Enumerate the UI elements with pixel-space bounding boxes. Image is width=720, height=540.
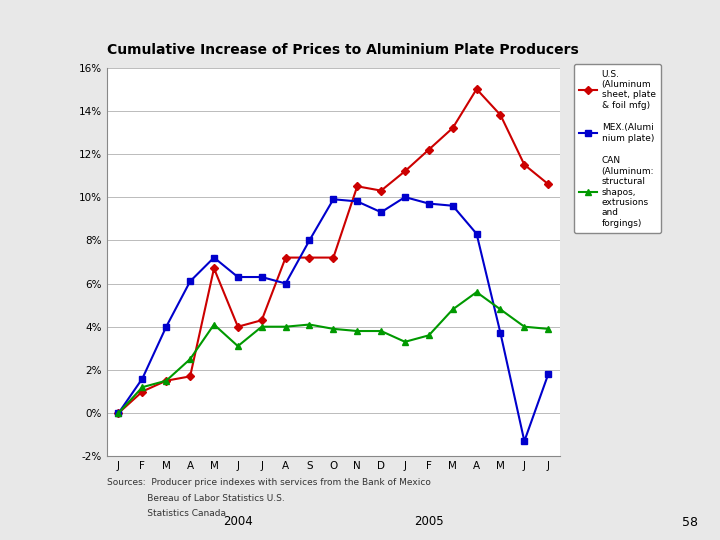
Line: MEX.(Alumi
nium plate): MEX.(Alumi nium plate)	[116, 194, 551, 444]
MEX.(Alumi
nium plate)	[186, 278, 194, 285]
U.S.
(Aluminum
sheet, plate
& foil mfg)	[377, 187, 385, 194]
MEX.(Alumi
nium plate)	[282, 280, 290, 287]
CAN
(Aluminum:
structural
shapos,
extrusions
and
forgings)	[425, 332, 433, 339]
MEX.(Alumi
nium plate)	[329, 196, 338, 202]
MEX.(Alumi
nium plate)	[520, 438, 528, 444]
U.S.
(Aluminum
sheet, plate
& foil mfg)	[258, 317, 266, 323]
MEX.(Alumi
nium plate)	[472, 231, 481, 237]
CAN
(Aluminum:
structural
shapos,
extrusions
and
forgings)	[472, 289, 481, 295]
CAN
(Aluminum:
structural
shapos,
extrusions
and
forgings)	[400, 339, 409, 345]
Line: CAN
(Aluminum:
structural
shapos,
extrusions
and
forgings): CAN (Aluminum: structural shapos, extrus…	[116, 289, 551, 416]
MEX.(Alumi
nium plate)	[449, 202, 457, 209]
U.S.
(Aluminum
sheet, plate
& foil mfg)	[544, 181, 552, 187]
U.S.
(Aluminum
sheet, plate
& foil mfg)	[449, 125, 457, 131]
CAN
(Aluminum:
structural
shapos,
extrusions
and
forgings)	[520, 323, 528, 330]
MEX.(Alumi
nium plate)	[138, 375, 147, 382]
CAN
(Aluminum:
structural
shapos,
extrusions
and
forgings)	[138, 384, 147, 390]
CAN
(Aluminum:
structural
shapos,
extrusions
and
forgings)	[162, 377, 171, 384]
U.S.
(Aluminum
sheet, plate
& foil mfg)	[329, 254, 338, 261]
U.S.
(Aluminum
sheet, plate
& foil mfg)	[233, 323, 242, 330]
Text: 2004: 2004	[223, 515, 253, 528]
CAN
(Aluminum:
structural
shapos,
extrusions
and
forgings)	[258, 323, 266, 330]
MEX.(Alumi
nium plate)	[377, 209, 385, 215]
U.S.
(Aluminum
sheet, plate
& foil mfg)	[138, 388, 147, 395]
MEX.(Alumi
nium plate)	[425, 200, 433, 207]
MEX.(Alumi
nium plate)	[258, 274, 266, 280]
U.S.
(Aluminum
sheet, plate
& foil mfg)	[210, 265, 218, 272]
CAN
(Aluminum:
structural
shapos,
extrusions
and
forgings)	[305, 321, 314, 328]
U.S.
(Aluminum
sheet, plate
& foil mfg)	[472, 86, 481, 92]
U.S.
(Aluminum
sheet, plate
& foil mfg)	[186, 373, 194, 380]
MEX.(Alumi
nium plate)	[353, 198, 361, 205]
CAN
(Aluminum:
structural
shapos,
extrusions
and
forgings)	[210, 321, 218, 328]
MEX.(Alumi
nium plate)	[496, 330, 505, 336]
U.S.
(Aluminum
sheet, plate
& foil mfg)	[353, 183, 361, 190]
CAN
(Aluminum:
structural
shapos,
extrusions
and
forgings)	[496, 306, 505, 313]
U.S.
(Aluminum
sheet, plate
& foil mfg)	[282, 254, 290, 261]
CAN
(Aluminum:
structural
shapos,
extrusions
and
forgings)	[329, 326, 338, 332]
U.S.
(Aluminum
sheet, plate
& foil mfg)	[305, 254, 314, 261]
MEX.(Alumi
nium plate)	[305, 237, 314, 244]
MEX.(Alumi
nium plate)	[210, 254, 218, 261]
Text: Sources:  Producer price indexes with services from the Bank of Mexico: Sources: Producer price indexes with ser…	[107, 478, 431, 487]
CAN
(Aluminum:
structural
shapos,
extrusions
and
forgings)	[186, 356, 194, 362]
CAN
(Aluminum:
structural
shapos,
extrusions
and
forgings)	[377, 328, 385, 334]
CAN
(Aluminum:
structural
shapos,
extrusions
and
forgings)	[449, 306, 457, 313]
MEX.(Alumi
nium plate)	[233, 274, 242, 280]
U.S.
(Aluminum
sheet, plate
& foil mfg)	[425, 146, 433, 153]
U.S.
(Aluminum
sheet, plate
& foil mfg)	[162, 377, 171, 384]
CAN
(Aluminum:
structural
shapos,
extrusions
and
forgings)	[114, 410, 123, 416]
Text: Bereau of Labor Statistics U.S.: Bereau of Labor Statistics U.S.	[107, 494, 284, 503]
CAN
(Aluminum:
structural
shapos,
extrusions
and
forgings)	[353, 328, 361, 334]
MEX.(Alumi
nium plate)	[400, 194, 409, 200]
Legend: U.S.
(Aluminum
sheet, plate
& foil mfg), MEX.(Alumi
nium plate), CAN
(Aluminum:
: U.S. (Aluminum sheet, plate & foil mfg),…	[574, 64, 661, 233]
MEX.(Alumi
nium plate)	[162, 323, 171, 330]
Text: Statistics Canada: Statistics Canada	[107, 509, 225, 518]
Text: 58: 58	[683, 516, 698, 529]
Text: Cumulative Increase of Prices to Aluminium Plate Producers: Cumulative Increase of Prices to Alumini…	[107, 43, 578, 57]
Text: 2005: 2005	[414, 515, 444, 528]
U.S.
(Aluminum
sheet, plate
& foil mfg)	[400, 168, 409, 174]
CAN
(Aluminum:
structural
shapos,
extrusions
and
forgings)	[282, 323, 290, 330]
CAN
(Aluminum:
structural
shapos,
extrusions
and
forgings)	[233, 343, 242, 349]
Line: U.S.
(Aluminum
sheet, plate
& foil mfg): U.S. (Aluminum sheet, plate & foil mfg)	[116, 86, 551, 416]
CAN
(Aluminum:
structural
shapos,
extrusions
and
forgings)	[544, 326, 552, 332]
U.S.
(Aluminum
sheet, plate
& foil mfg)	[114, 410, 123, 416]
U.S.
(Aluminum
sheet, plate
& foil mfg)	[496, 112, 505, 118]
U.S.
(Aluminum
sheet, plate
& foil mfg)	[520, 161, 528, 168]
MEX.(Alumi
nium plate)	[114, 410, 123, 416]
MEX.(Alumi
nium plate)	[544, 371, 552, 377]
